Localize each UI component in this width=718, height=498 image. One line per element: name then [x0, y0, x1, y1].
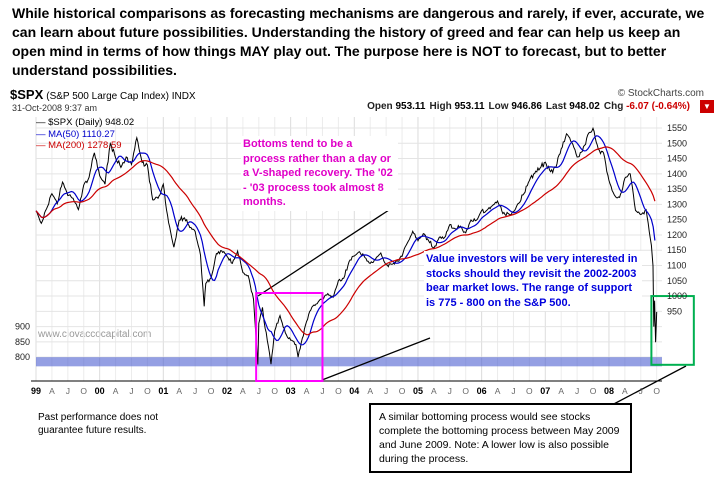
y-tick-label: 1300	[667, 199, 687, 209]
quote-label: Chg	[603, 101, 627, 112]
y-tick-label: 1200	[667, 230, 687, 240]
x-month-label: J	[511, 386, 515, 396]
annotation-bottoms-process: Bottoms tend to be a process rather than…	[241, 136, 398, 211]
x-month-label: J	[66, 386, 70, 396]
legend-item: — MA(200) 1278.59	[36, 140, 122, 151]
quote-value: 953.11	[395, 101, 426, 112]
x-month-label: A	[495, 386, 501, 396]
intro-text: While historical comparisons as forecast…	[12, 5, 705, 78]
x-month-label: J	[384, 386, 388, 396]
y-tick-label: 1050	[667, 276, 687, 286]
y-tick-label: 950	[667, 306, 682, 316]
pointer-line	[257, 207, 393, 297]
chart-legend: — $SPX (Daily) 948.02— MA(50) 1110.27— M…	[36, 117, 134, 152]
x-month-label: O	[208, 386, 215, 396]
annotation-value-investors: Value investors will be very interested …	[424, 251, 642, 311]
x-year-label: 00	[95, 386, 105, 396]
chart-datetime: 31-Oct-2008 9:37 am	[12, 103, 98, 113]
quote-label: Low	[488, 101, 512, 112]
highlight-2002-2003-bottom	[255, 292, 324, 382]
x-month-label: O	[271, 386, 278, 396]
y-tick-label: 1250	[667, 215, 687, 225]
quote-label: Last	[545, 101, 570, 112]
chart-symbol: $SPX	[10, 87, 44, 102]
x-month-label: J	[320, 386, 324, 396]
x-month-label: A	[113, 386, 119, 396]
x-month-label: J	[257, 386, 261, 396]
x-month-label: O	[399, 386, 406, 396]
y-tick-label: 1450	[667, 154, 687, 164]
quote-value: 948.02	[569, 101, 600, 112]
x-month-label: J	[575, 386, 579, 396]
chart-menu-button[interactable]: ▼	[700, 100, 714, 113]
x-year-label: 04	[349, 386, 359, 396]
x-month-label: A	[367, 386, 373, 396]
x-month-label: A	[49, 386, 55, 396]
x-month-label: J	[639, 386, 643, 396]
x-year-label: 05	[413, 386, 423, 396]
ma50-line	[35, 135, 656, 346]
quote-value: 953.11	[454, 101, 485, 112]
pointer-line	[609, 365, 687, 407]
y-tick-label: 1500	[667, 138, 687, 148]
chart-description: (S&P 500 Large Cap Index) INDX	[46, 91, 196, 102]
x-month-label: O	[653, 386, 660, 396]
y-tick-label: 1100	[667, 261, 686, 271]
y-tick-label: 1550	[667, 123, 687, 133]
x-year-label: 99	[31, 386, 41, 396]
x-month-label: J	[193, 386, 197, 396]
highlight-2008-bottom	[650, 295, 695, 366]
x-year-label: 03	[286, 386, 296, 396]
stockcharts-credit: © StockCharts.com	[617, 88, 704, 99]
x-month-label: A	[176, 386, 182, 396]
dropdown-arrow-icon: ▼	[703, 102, 711, 111]
x-month-label: O	[335, 386, 342, 396]
quote-label: Open	[367, 101, 396, 112]
spx-price-line	[35, 126, 658, 365]
quote-value: -6.07 (-0.64%)	[626, 101, 690, 112]
y-tick-label: 1350	[667, 184, 687, 194]
x-month-label: O	[526, 386, 533, 396]
x-year-label: 01	[158, 386, 168, 396]
y-tick-label: 1000	[667, 291, 687, 301]
x-year-label: 06	[477, 386, 487, 396]
x-month-label: A	[431, 386, 437, 396]
x-month-label: J	[448, 386, 452, 396]
x-year-label: 02	[222, 386, 232, 396]
annotation-similar-bottoming: A similar bottoming process would see st…	[369, 403, 632, 473]
x-month-label: O	[144, 386, 151, 396]
x-month-label: O	[80, 386, 87, 396]
legend-item: — $SPX (Daily) 948.02	[36, 117, 135, 128]
x-month-label: A	[304, 386, 310, 396]
quote-label: High	[429, 101, 455, 112]
x-month-label: A	[558, 386, 564, 396]
x-month-label: J	[129, 386, 133, 396]
quote-line: Open 953.11 High 953.11 Low 946.86 Last 948…	[367, 101, 694, 112]
watermark-text: www.ciovaccocapital.com	[38, 329, 152, 340]
x-month-label: A	[622, 386, 628, 396]
y-tick-label: 1150	[667, 245, 686, 255]
y-tick-label: 800	[15, 352, 30, 362]
support-band	[36, 357, 662, 367]
price-chart: 950 1000 1050 1100 1150 1200 1250 1300 1350 1400 1…	[15, 117, 695, 407]
x-year-label: 08	[604, 386, 614, 396]
x-year-label: 07	[540, 386, 550, 396]
y-tick-label: 1400	[667, 169, 687, 179]
y-tick-label: 850	[15, 337, 30, 347]
disclaimer-text: Past performance does not guarantee futu…	[38, 412, 159, 436]
x-month-label: O	[590, 386, 597, 396]
ma200-line	[35, 146, 656, 336]
x-month-label: O	[462, 386, 469, 396]
chart-title-row: $SPX (S&P 500 Large Cap Index) INDX	[10, 86, 196, 104]
x-month-label: A	[240, 386, 246, 396]
pointer-line	[321, 337, 431, 381]
y-tick-label: 900	[15, 322, 30, 332]
legend-item: — MA(50) 1110.27	[36, 128, 115, 140]
quote-value: 946.86	[511, 101, 542, 112]
